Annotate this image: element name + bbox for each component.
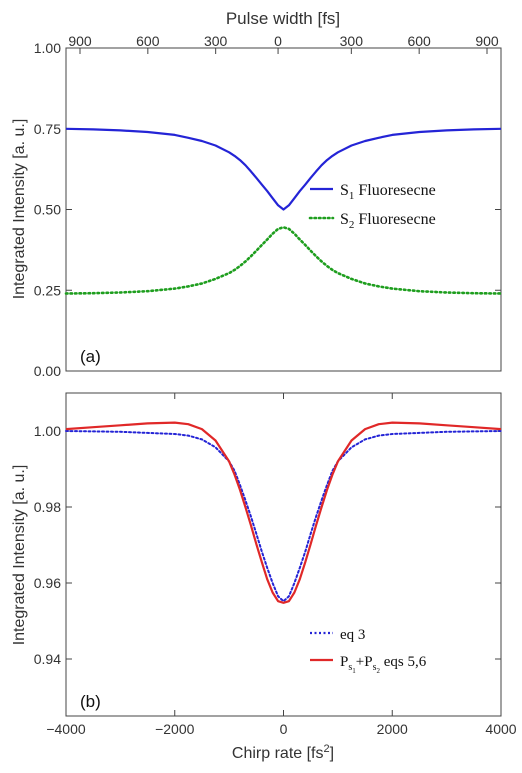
- panel-a-ytick-label: 0.75: [34, 121, 61, 137]
- panel-b-legend: eq 3 Ps1+Ps2 eqs 5,6: [310, 627, 427, 675]
- panel-a-label: (a): [80, 347, 101, 366]
- panel-b-y-ticks: 0.94 0.96 0.98 1.00: [34, 423, 501, 667]
- panel-a-ytick-label: 0.00: [34, 363, 61, 379]
- panel-b-legend-label-eq3: eq 3: [340, 627, 365, 643]
- panel-a-series-1-line: [64, 226, 503, 295]
- panel-b-ytick-label: 0.98: [34, 499, 61, 515]
- panel-b-xtick-label: −4000: [46, 721, 86, 737]
- legend-s1-name: Fluoresecne: [358, 182, 435, 199]
- legend-ps-ss1: 1: [352, 667, 356, 675]
- panel-b-x-ticks: −4000 −2000 0 2000 4000: [46, 393, 517, 737]
- panel-a-legend-label-s1: S1 Fluoresecne: [340, 182, 436, 202]
- panel-b-legend-label-ps: Ps1+Ps2 eqs 5,6: [340, 654, 427, 675]
- panel-b-ytick-label: 0.94: [34, 651, 61, 667]
- panel-a: 0.000.250.500.751.00 900 600 300 0 300 600 900…: [11, 9, 503, 379]
- legend-ps-tail: eqs 5,6: [380, 654, 427, 670]
- legend-ps-ss2: 2: [376, 667, 380, 675]
- panel-a-series: [64, 127, 503, 295]
- panel-b-series-1-line: [65, 421, 502, 604]
- panel-a-top-ticks: 900 600 300 0 300 600 900: [68, 33, 499, 54]
- panel-b-label: (b): [80, 692, 101, 711]
- legend-ps-p1: P: [340, 654, 348, 670]
- panel-a-top-tick-label: 900: [475, 33, 499, 49]
- panel-a-ytick-label: 0.50: [34, 202, 61, 218]
- xlabel-main: Chirp rate [fs: [232, 745, 324, 762]
- panel-a-ylabel: Integrated Intensity [a. u.]: [11, 119, 28, 300]
- panel-a-top-tick-label: 600: [136, 33, 160, 49]
- legend-s1-prefix: S: [340, 182, 349, 199]
- legend-ps-s1: s: [348, 662, 352, 673]
- legend-ps-join: +P: [356, 654, 373, 670]
- panel-b-xtick-label: −2000: [155, 721, 195, 737]
- panel-a-series-0-line: [65, 127, 502, 211]
- panel-a-ytick-label: 1.00: [34, 40, 61, 56]
- xlabel-suffix: ]: [330, 745, 334, 762]
- panel-a-top-tick-label: 0: [274, 33, 282, 49]
- panel-a-top-tick-label: 300: [340, 33, 364, 49]
- panel-b-ylabel: Integrated Intensity [a. u.]: [11, 465, 28, 646]
- panel-a-top-xlabel: Pulse width [fs]: [226, 9, 340, 28]
- legend-s1-subscript: 1: [349, 190, 355, 202]
- panel-b-ytick-label: 1.00: [34, 423, 61, 439]
- legend-s2-name: Fluoresecne: [358, 211, 435, 228]
- panel-b-series-0-line: [65, 430, 502, 603]
- panel-b-series: [65, 421, 502, 604]
- panel-b: 0.94 0.96 0.98 1.00 −4000 −2000 0 2000 4000 Chi…: [11, 392, 517, 762]
- panel-b-xtick-label: 2000: [377, 721, 408, 737]
- panel-b-xlabel: Chirp rate [fs2]: [232, 743, 334, 762]
- panel-b-xtick-label: 0: [280, 721, 288, 737]
- panel-a-top-tick-label: 600: [407, 33, 431, 49]
- panel-b-ytick-label: 0.96: [34, 575, 61, 591]
- legend-s2-subscript: 2: [349, 219, 355, 231]
- panel-a-legend-label-s2: S2 Fluoresecne: [340, 211, 436, 231]
- legend-s2-prefix: S: [340, 211, 349, 228]
- panel-b-xtick-label: 4000: [485, 721, 516, 737]
- panel-a-legend: S1 Fluoresecne S2 Fluoresecne: [308, 182, 436, 231]
- panel-a-top-tick-label: 900: [68, 33, 92, 49]
- panel-a-top-tick-label: 300: [204, 33, 228, 49]
- xlabel-superscript: 2: [324, 743, 330, 755]
- panel-a-ytick-label: 0.25: [34, 282, 61, 298]
- legend-ps-s2: s: [373, 662, 377, 673]
